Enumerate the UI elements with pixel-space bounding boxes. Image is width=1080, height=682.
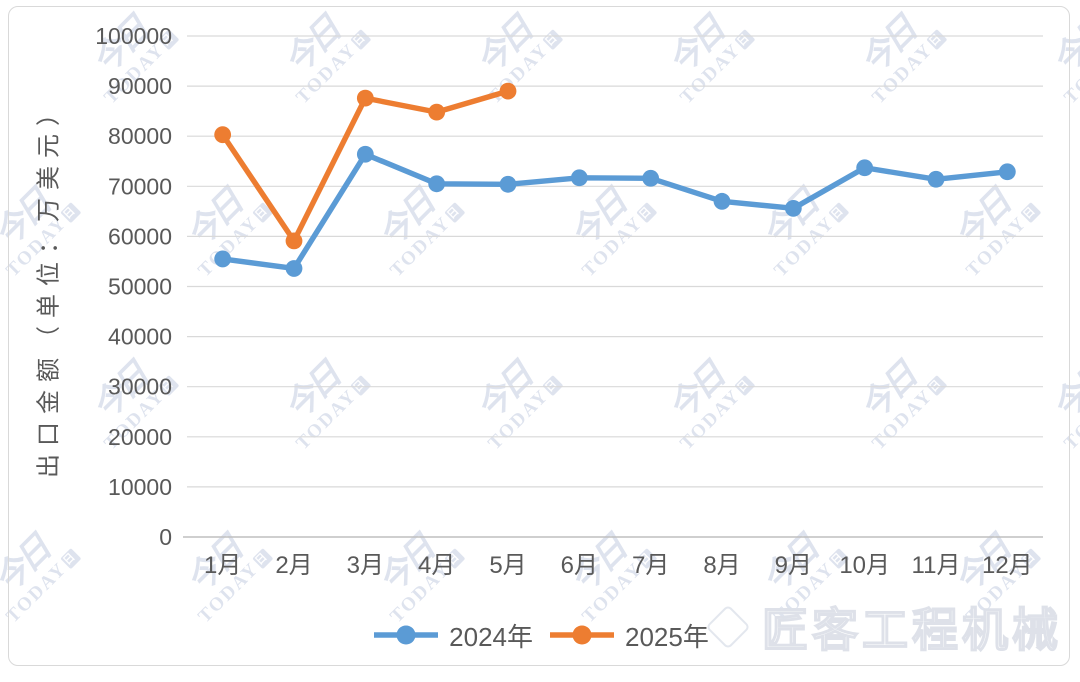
y-tick-label: 80000 [108,123,172,149]
y-tick-label: 50000 [108,274,172,300]
x-tick-label: 4月 [418,552,455,579]
data-point-2024年 [285,260,303,277]
data-point-2025年 [214,126,232,144]
brand-logo-icon [705,604,751,650]
y-tick-label: 90000 [108,73,172,99]
x-tick-label: 5月 [489,552,526,579]
x-tick-label: 9月 [775,552,812,579]
x-tick-label: 10月 [839,552,890,579]
legend-marker-2025-icon [550,625,614,645]
data-point-2024年 [356,145,374,163]
data-point-2024年 [642,169,660,187]
data-point-2025年 [428,103,446,121]
legend-label-2025: 2025年 [625,621,709,652]
data-point-2024年 [428,175,446,193]
y-tick-label: 60000 [108,223,172,249]
data-point-2024年 [856,159,874,177]
legend-label-2024: 2024年 [449,621,533,652]
data-point-2024年 [214,250,232,268]
brand-watermark-text: 匠客工程机械 [761,603,1062,657]
x-tick-label: 1月 [204,552,241,579]
chart-border [8,6,1070,666]
y-tick-label: 70000 [108,173,172,199]
x-tick-label: 8月 [703,552,740,579]
data-point-2024年 [570,169,588,187]
data-point-2024年 [927,170,945,188]
x-tick-label: 11月 [912,552,961,579]
legend-item-2024: 2024年 [371,617,533,654]
legend: 2024年 2025年 [0,617,1080,654]
x-tick-label: 2月 [275,552,312,579]
series-line-2024年 [219,151,1011,272]
y-tick-label: 10000 [108,474,172,500]
series-line-2025年 [219,88,511,244]
y-tick-label: 0 [159,524,172,550]
data-point-2024年 [784,199,802,217]
y-tick-label: 40000 [108,324,172,350]
x-tick-label: 12月 [982,552,1033,579]
data-point-2025年 [356,89,374,107]
y-tick-label: 100000 [95,23,172,49]
data-point-2024年 [713,192,731,210]
y-tick-label: 30000 [108,374,172,400]
legend-item-2025: 2025年 [547,617,709,654]
x-tick-label: 7月 [632,552,669,579]
legend-marker-2024-icon [374,625,439,645]
brand-watermark: 匠客工程机械 [705,594,1062,660]
data-point-2025年 [285,232,303,250]
data-point-2024年 [998,163,1016,181]
y-tick-label: 20000 [108,424,172,450]
x-tick-label: 3月 [347,552,384,579]
data-point-2025年 [499,82,517,100]
x-tick-label: 6月 [561,552,598,579]
data-point-2024年 [499,175,517,193]
